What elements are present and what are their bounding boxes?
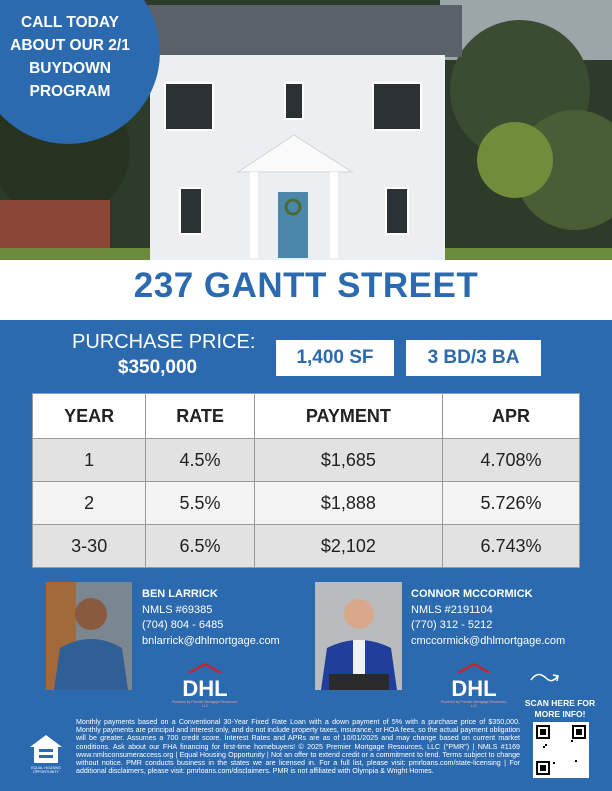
scan-line: SCAN HERE FOR (524, 698, 596, 708)
agent-info: CONNOR MCCORMICK NMLS #2191104 (770) 312… (411, 587, 565, 649)
logo-text: DHL (182, 676, 228, 701)
table-body: 1 4.5% $1,685 4.708% 2 5.5% $1,888 5.726% 3-30 6.… (31, 438, 581, 568)
qr-module (540, 765, 546, 771)
table-cell: 4.708% (441, 438, 581, 482)
agent-nmls: NMLS #69385 (142, 603, 213, 616)
table-cell: $1,888 (253, 481, 443, 525)
feature-box: 3 BD/3 BA (406, 340, 541, 376)
agent-phone: (770) 312 - 5212 (411, 619, 493, 631)
rate-table: YEAR RATE PAYMENT APR 1 4.5% $1,685 4.708% 2 5.5… (31, 393, 581, 568)
agent-info: BEN LARRICK NMLS #69385 (704) 804 - 6485… (142, 587, 280, 649)
equal-housing-text: EQUAL HOUSING OPPORTUNITY (31, 766, 61, 774)
price-label: PURCHASE PRICE: (72, 331, 256, 353)
logo-text: DHL (451, 676, 497, 701)
table-cell: $1,685 (253, 438, 443, 482)
agent-email: bnlarrick@dhlmortgage.com (142, 634, 280, 647)
table-cell: $2,102 (253, 524, 443, 568)
header-cell: APR (441, 393, 581, 439)
qr-module (575, 760, 577, 762)
table-header: YEAR RATE PAYMENT APR (31, 393, 581, 439)
price-value: $350,000 (117, 357, 198, 378)
table-cell: 1 (31, 438, 147, 482)
agent-photo (46, 582, 132, 690)
agent-name: BEN LARRICK (142, 588, 218, 600)
address: 237 GANTT STREET (133, 266, 479, 305)
agent-photo (315, 582, 402, 690)
arrow-icon (530, 673, 559, 682)
table-cell: 6.743% (441, 524, 581, 568)
agent-email: cmccormick@dhlmortgage.com (411, 634, 566, 647)
logo-roof (188, 662, 222, 675)
agent-nmls: NMLS #2191104 (411, 603, 493, 616)
promo-line: BUYDOWN (29, 60, 111, 77)
qr-module (571, 740, 573, 742)
table-cell: 6.5% (145, 524, 255, 568)
qr-module (553, 762, 555, 764)
scan-label: SCAN HERE FOR MORE INFO! (520, 698, 600, 720)
agent-name: CONNOR MCCORMICK (411, 588, 533, 600)
table-row: 3-30 6.5% $2,102 6.743% (31, 524, 581, 568)
table-cell: 5.726% (441, 481, 581, 525)
table-cell: 3-30 (31, 524, 147, 568)
disclaimer: Monthly payments based on a Conventional… (76, 718, 520, 776)
equal-housing-logo (30, 735, 62, 763)
table-cell: 2 (31, 481, 147, 525)
table-row: 1 4.5% $1,685 4.708% (31, 438, 581, 482)
address-band (0, 260, 612, 320)
qr-module (545, 744, 547, 746)
header-cell: RATE (145, 393, 255, 439)
qr-module (543, 746, 545, 748)
qr-module (540, 729, 546, 735)
qr-code (533, 722, 589, 778)
table-row: 2 5.5% $1,888 5.726% (31, 481, 581, 525)
feature-box: 1,400 SF (276, 340, 394, 376)
company-logo: DHL Powered by Premier Mortgage Resource… (438, 660, 510, 708)
logo-tagline: Powered by Premier Mortgage Resources, L… (440, 700, 508, 708)
header-cell: PAYMENT (253, 393, 443, 439)
promo-badge (0, 0, 160, 144)
scan-line: MORE INFO! (534, 709, 586, 719)
promo-line: CALL TODAY (21, 14, 119, 31)
promo-line: PROGRAM (29, 83, 111, 100)
logo-tagline: Powered by Premier Mortgage Resources, L… (171, 700, 239, 708)
agent-phone: (704) 804 - 6485 (142, 619, 224, 631)
qr-module (576, 729, 582, 735)
table-cell: 4.5% (145, 438, 255, 482)
logo-roof (457, 662, 491, 675)
table-cell: 5.5% (145, 481, 255, 525)
company-logo: DHL Powered by Premier Mortgage Resource… (170, 660, 240, 708)
promo-line: ABOUT OUR 2/1 (10, 37, 130, 54)
header-cell: YEAR (31, 393, 147, 439)
